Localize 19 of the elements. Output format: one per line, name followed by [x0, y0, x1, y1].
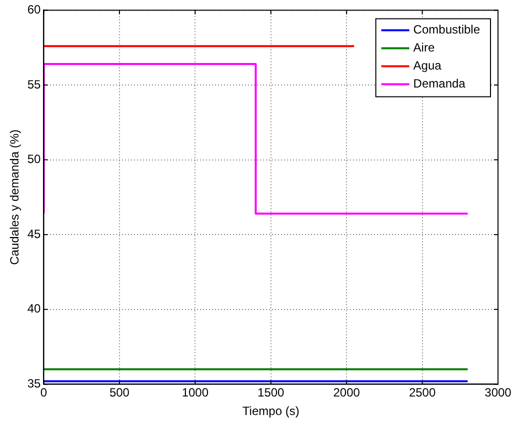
x-tick-label: 0 [40, 386, 48, 400]
legend-label: Aire [413, 40, 435, 55]
y-tick-label: 45 [27, 226, 42, 241]
legend-label: Agua [413, 58, 442, 73]
x-tick-label: 1500 [258, 386, 285, 400]
y-tick-label: 55 [27, 77, 42, 92]
x-axis-title: Tiempo (s) [242, 404, 300, 418]
x-tick-label: 500 [109, 386, 130, 400]
y-axis-title: Caudales y demanda (%) [8, 129, 22, 265]
y-tick-label: 40 [27, 302, 42, 316]
legend-label: Combustible [413, 22, 480, 37]
x-tick-label: 1000 [182, 386, 209, 400]
x-tick-label: 2000 [333, 386, 360, 400]
x-tick-label: 2500 [408, 386, 436, 400]
y-tick-label: 50 [27, 152, 42, 166]
x-tick-label: 3000 [484, 386, 512, 400]
y-tick-label: 60 [27, 2, 42, 17]
y-tick-label: 35 [27, 376, 42, 391]
legend-label: Demanda [413, 76, 466, 91]
